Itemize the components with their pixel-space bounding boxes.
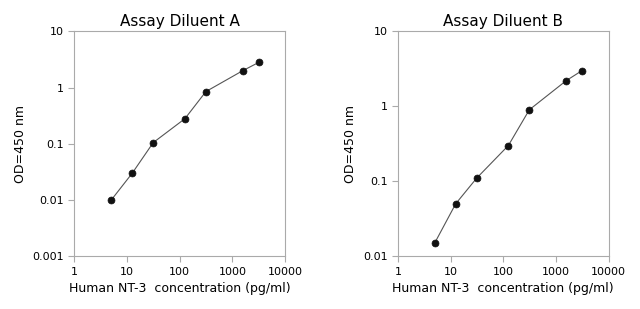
Y-axis label: OD=450 nm: OD=450 nm	[344, 105, 357, 183]
Y-axis label: OD=450 nm: OD=450 nm	[14, 105, 27, 183]
Title: Assay Diluent A: Assay Diluent A	[120, 14, 240, 29]
X-axis label: Human NT-3  concentration (pg/ml): Human NT-3 concentration (pg/ml)	[69, 282, 291, 295]
X-axis label: Human NT-3  concentration (pg/ml): Human NT-3 concentration (pg/ml)	[392, 282, 614, 295]
Title: Assay Diluent B: Assay Diluent B	[444, 14, 563, 29]
